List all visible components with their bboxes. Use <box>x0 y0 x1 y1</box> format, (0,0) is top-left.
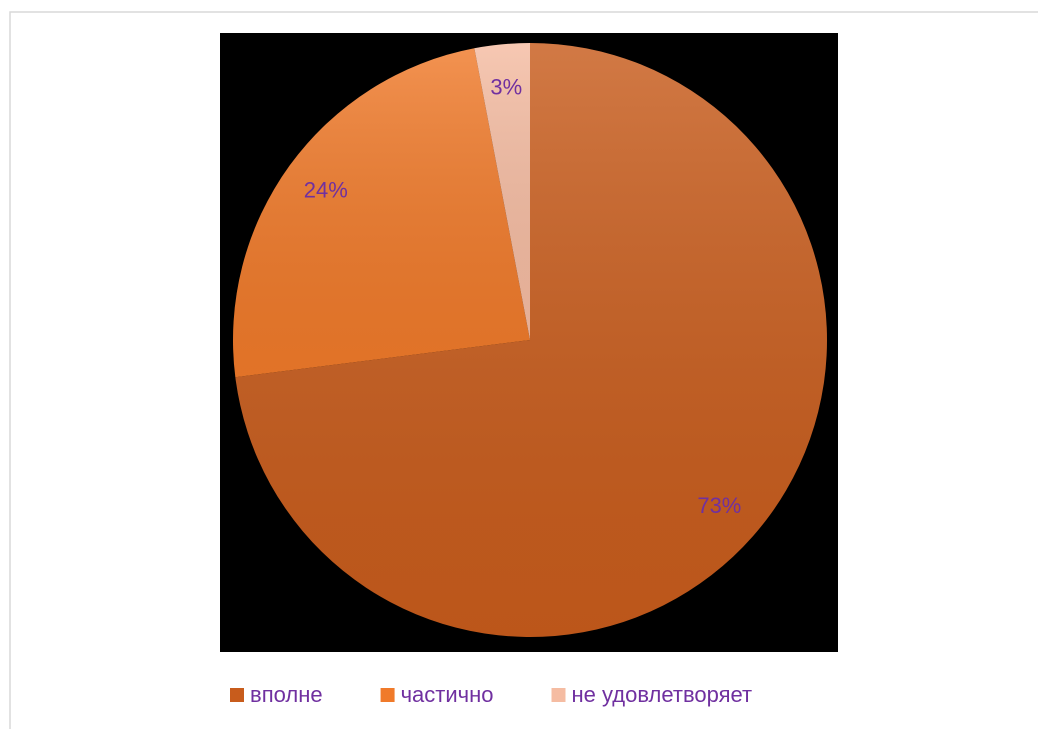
data-label: 24% <box>304 177 348 202</box>
legend-swatch <box>380 688 395 702</box>
slices <box>232 43 828 637</box>
legend-label: вполне <box>250 682 323 707</box>
legend-label: не удовлетворяет <box>572 682 753 707</box>
labels: 73% 24% 3% <box>304 74 742 517</box>
legend-label: частично <box>401 682 494 707</box>
slice-shade <box>235 43 828 637</box>
legend-swatch <box>551 688 566 702</box>
data-label: 73% <box>697 493 741 518</box>
slice-shade <box>232 48 530 378</box>
legend-swatch <box>230 688 244 702</box>
slice-shade <box>474 43 530 340</box>
data-label: 3% <box>490 74 522 99</box>
legend: вполне частично не удовлетворяет <box>230 682 752 707</box>
frame <box>9 11 1038 729</box>
